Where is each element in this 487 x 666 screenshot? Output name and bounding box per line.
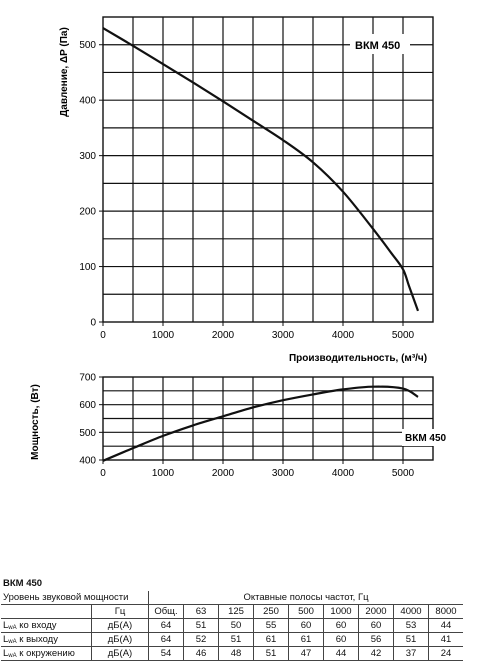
noise-row: LwA к выходу дБ(А) 64 52 51 61 61 60 56 51 41 (1, 632, 463, 647)
pressure-y-tick-label: 0 (90, 318, 96, 329)
pressure-legend-bg (350, 34, 410, 54)
noise-value-cell: 51 (218, 632, 254, 647)
power-y-tick-label: 500 (79, 428, 96, 439)
noise-value-cell: 52 (183, 632, 219, 647)
noise-rows: LwA ко входу дБ(А) 64 51 50 55 60 60 60 53 44 LwA к… (1, 618, 463, 661)
power-x-tick-label: 5000 (392, 468, 415, 479)
noise-value-cell: 64 (148, 632, 184, 647)
noise-value-cell: 50 (218, 618, 254, 633)
pressure-x-tick-label: 3000 (272, 330, 295, 341)
power-y-ticks: 400 500 600 700 (79, 373, 103, 467)
noise-value-cell: 61 (253, 632, 289, 647)
noise-value-cell: 61 (288, 632, 324, 647)
pressure-x-ticks: 0 1000 2000 3000 4000 5000 (100, 322, 415, 341)
power-x-ticks: 0 1000 2000 3000 4000 5000 (100, 460, 415, 479)
pressure-y-tick-label: 500 (79, 40, 96, 51)
noise-value-cell: 60 (323, 618, 359, 633)
pressure-y-tick-label: 300 (79, 151, 96, 162)
noise-col-header: Общ. (148, 604, 184, 619)
power-x-tick-label: 0 (100, 468, 106, 479)
pressure-x-tick-label: 0 (100, 330, 106, 341)
power-series-label: ВКМ 450 (405, 433, 447, 444)
noise-row-unit: дБ(А) (91, 618, 149, 633)
noise-value-cell: 51 (253, 646, 289, 661)
noise-col-header: 63 (183, 604, 219, 619)
pressure-x-tick-label: 5000 (392, 330, 415, 341)
noise-table: Уровень звуковой мощности Октавные полос… (1, 591, 463, 661)
noise-value-cell: 53 (393, 618, 429, 633)
noise-columns-row: Гц Общ. 63 125 250 500 1000 2000 4000 8000 (1, 604, 463, 619)
power-y-tick-label: 700 (79, 373, 96, 384)
power-x-tick-label: 3000 (272, 468, 295, 479)
noise-value-cell: 37 (393, 646, 429, 661)
noise-value-cell: 60 (323, 632, 359, 647)
noise-value-cell: 51 (183, 618, 219, 633)
noise-value-cell: 41 (428, 632, 463, 647)
noise-table-title: ВКМ 450 (3, 578, 43, 589)
pressure-curve (102, 27, 420, 312)
noise-col-header: 1000 (323, 604, 359, 619)
noise-unit-header: Гц (91, 604, 149, 619)
noise-row-unit: дБ(А) (91, 632, 149, 647)
noise-value-cell: 24 (428, 646, 463, 661)
pressure-x-tick-label: 4000 (332, 330, 355, 341)
power-curve (102, 385, 419, 462)
pressure-grid (103, 17, 433, 322)
noise-col-header: 125 (218, 604, 254, 619)
noise-value-cell: 46 (183, 646, 219, 661)
noise-col-header: 500 (288, 604, 324, 619)
power-x-tick-label: 2000 (212, 468, 235, 479)
noise-col-header: 2000 (358, 604, 394, 619)
power-y-tick-label: 400 (79, 456, 96, 467)
noise-value-cell: 44 (323, 646, 359, 661)
noise-value-cell: 60 (358, 618, 394, 633)
noise-header-row: Уровень звуковой мощности Октавные полос… (1, 591, 463, 605)
pressure-x-tick-label: 1000 (152, 330, 175, 341)
pressure-x-axis-label: Производительность, (м³/ч) (289, 353, 427, 364)
noise-row: LwA к окружению дБ(А) 54 46 48 51 47 44 42 37 24 (1, 646, 463, 661)
noise-value-cell: 42 (358, 646, 394, 661)
noise-row: LwA ко входу дБ(А) 64 51 50 55 60 60 60 53 44 (1, 618, 463, 633)
noise-col-header: 250 (253, 604, 289, 619)
noise-value-cell: 47 (288, 646, 324, 661)
noise-row-unit: дБ(А) (91, 646, 149, 661)
noise-bands-label: Октавные полосы частот, Гц (148, 591, 463, 605)
power-x-tick-label: 4000 (332, 468, 355, 479)
noise-col-header: 4000 (393, 604, 429, 619)
noise-value-cell: 64 (148, 618, 184, 633)
noise-col-header: 8000 (428, 604, 463, 619)
noise-value-cell: 54 (148, 646, 184, 661)
pressure-series-label: ВКМ 450 (355, 40, 400, 52)
noise-row-label: LwA к выходу (1, 632, 92, 647)
pressure-chart: 0 100 200 300 400 500 0 1000 2000 3000 4000 5000 В… (59, 16, 434, 364)
pressure-x-tick-label: 2000 (212, 330, 235, 341)
power-chart: 400 500 600 700 0 1000 2000 3000 4000 5000 ВКМ 4… (30, 373, 458, 479)
pressure-y-axis-label: Давление, ΔP (Па) (59, 27, 70, 117)
power-x-tick-label: 1000 (152, 468, 175, 479)
pressure-plot-area (102, 16, 434, 323)
pressure-y-tick-label: 200 (79, 207, 96, 218)
noise-row-label: LwA к окружению (1, 646, 92, 661)
noise-value-cell: 44 (428, 618, 463, 633)
noise-value-cell: 51 (393, 632, 429, 647)
pressure-y-tick-label: 400 (79, 96, 96, 107)
power-y-axis-label: Мощность, (Вт) (30, 384, 41, 460)
pressure-y-ticks: 0 100 200 300 400 500 (79, 40, 103, 329)
noise-value-cell: 55 (253, 618, 289, 633)
noise-head-label: Уровень звуковой мощности (1, 591, 149, 605)
power-grid (103, 377, 433, 460)
pressure-y-tick-label: 100 (79, 262, 96, 273)
noise-value-cell: 56 (358, 632, 394, 647)
power-y-tick-label: 600 (79, 400, 96, 411)
power-legend-bg (402, 429, 458, 446)
noise-value-cell: 48 (218, 646, 254, 661)
noise-value-cell: 60 (288, 618, 324, 633)
noise-row-label: LwA ко входу (1, 618, 92, 633)
